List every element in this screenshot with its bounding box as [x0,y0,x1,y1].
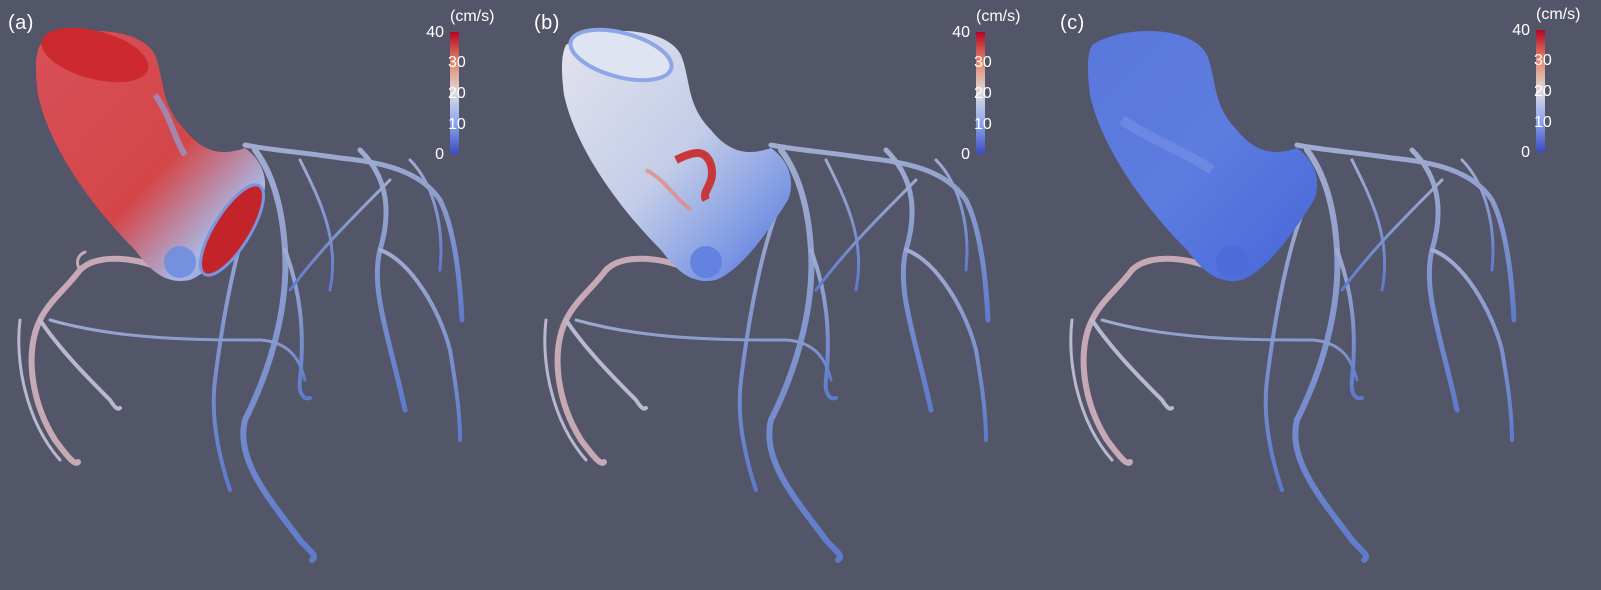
colorbar-c-tick-0: 0 [1521,144,1530,161]
panel-a-label: (a) [8,12,34,34]
colorbar-b-tick-10: 10 [974,116,992,133]
panel-a: (a) (cm/s) 40 30 20 10 0 [0,0,533,590]
colorbar-c-tick-20: 20 [1534,83,1552,100]
colorbar-b [976,32,985,154]
colorbar-a-tick-10: 10 [448,116,466,133]
colorbar-b-unit: (cm/s) [976,8,1021,25]
panel-b-label: (b) [534,12,560,34]
colorbar-c-tick-10: 10 [1534,114,1552,131]
colorbar-b-tick-30: 30 [974,54,992,71]
colorbar-a-tick-40: 40 [426,24,444,41]
colorbar-c-tick-40: 40 [1512,22,1530,39]
colorbar-b-tick-20: 20 [974,85,992,102]
panel-a-rendering [17,27,465,563]
panel-c-rendering [1069,31,1517,563]
colorbar-b-tick-0: 0 [961,146,970,163]
colorbar-a-tick-20: 20 [448,85,466,102]
panel-b-rendering [543,27,991,563]
panel-c-label: (c) [1060,12,1085,34]
colorbar-a-tick-0: 0 [435,146,444,163]
colorbar-c-unit: (cm/s) [1536,6,1581,23]
panel-c: (c) (cm/s) 40 30 20 10 0 [1052,0,1585,590]
colorbar-c [1536,30,1545,152]
colorbar-a [450,32,459,154]
colorbar-c-tick-30: 30 [1534,52,1552,69]
panel-b: (b) (cm/s) 40 30 20 10 0 [526,0,1059,590]
colorbar-a-tick-30: 30 [448,54,466,71]
colorbar-a-unit: (cm/s) [450,8,495,25]
colorbar-b-tick-40: 40 [952,24,970,41]
